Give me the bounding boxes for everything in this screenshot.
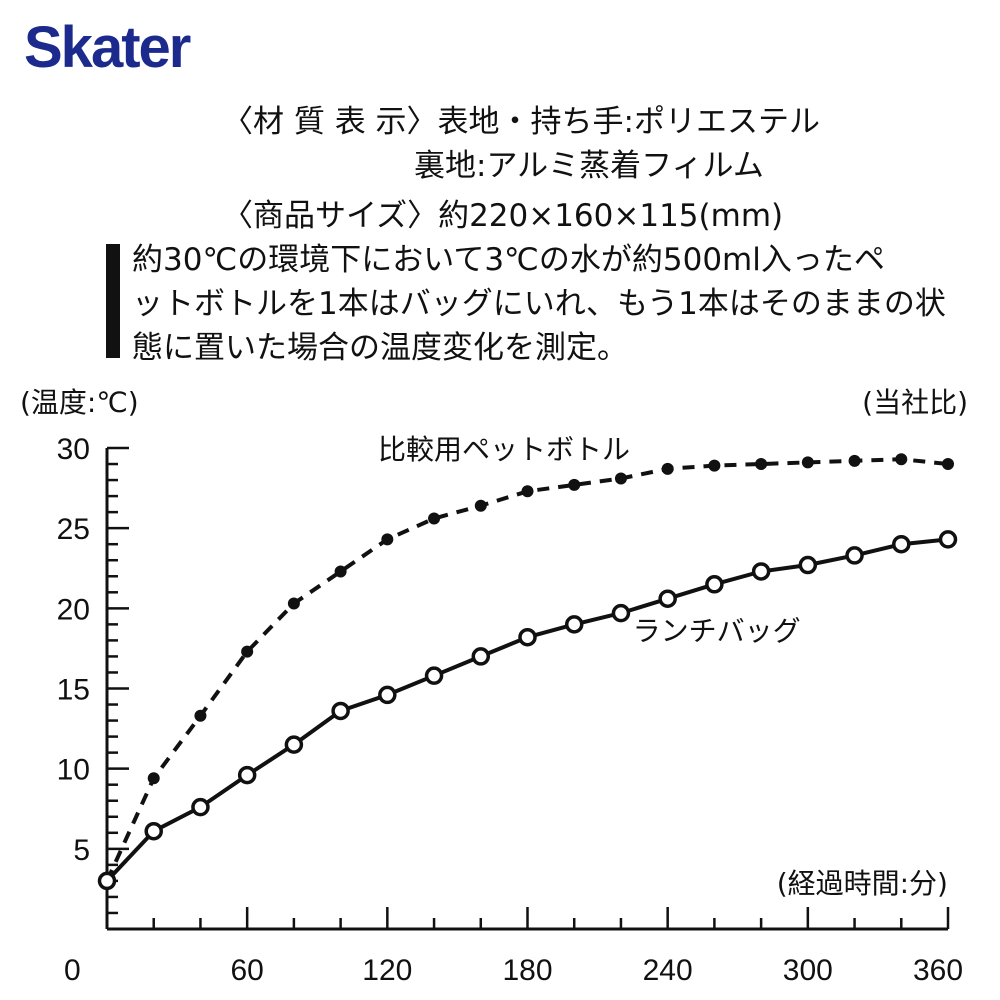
data-point [708,459,721,472]
data-point [801,456,814,469]
y-tick-label: 30 [57,433,90,466]
data-point [144,821,163,841]
data-point [334,565,347,578]
material-lining: 裏地:アルミ蒸着フィルム [414,148,764,184]
data-point [661,462,674,475]
data-point [845,546,864,565]
series-line-0 [105,457,949,882]
source-note: (当社比) [862,386,968,419]
data-point [895,453,908,466]
chart-axes [105,448,948,931]
data-point [378,685,397,705]
data-point [658,589,677,608]
x-tick-label: 300 [783,954,833,987]
chart-ticks [105,446,950,931]
data-point [287,597,300,610]
data-point [755,458,768,471]
data-point [428,512,441,525]
x-tick-label: 240 [643,954,693,987]
data-point [892,534,911,554]
y-tick-label: 5 [73,834,90,867]
data-point [798,555,818,575]
data-point [705,575,724,594]
data-point [521,485,534,498]
data-point [97,871,117,891]
y-axis-label: (温度:℃) [20,386,139,419]
data-point [751,562,771,581]
data-point [237,765,257,785]
data-point [518,627,537,647]
x-tick-label: 180 [502,954,552,987]
data-point [147,772,160,785]
data-point [284,735,304,754]
data-point [474,499,487,512]
data-point [614,472,627,485]
brand-logo: Skater [24,15,191,80]
chart-series-lines [105,457,949,883]
series-label-lunchbag: ランチバッグ [633,614,801,647]
series-line-1 [105,537,949,883]
data-point [942,458,954,471]
data-point [471,647,491,666]
data-point [564,615,584,634]
data-point [848,454,861,467]
note-line-1: 約30℃の環境下において3℃の水が約500ml入ったペ [132,242,885,278]
data-point [191,797,210,817]
material-label: 〈材 質 表 示〉表地・持ち手:ポリエステル [222,104,821,140]
data-point [611,603,631,623]
data-point [938,530,958,549]
chart-series-points [97,453,958,891]
size-label: 〈商品サイズ〉約220×160×115(mm) [222,198,784,234]
measurement-note: 約30℃の環境下において3℃の水が約500ml入ったペ ットボトルを1本はバッグ… [132,238,972,370]
y-tick-label: 15 [57,674,90,707]
y-tick-label: 10 [57,754,90,787]
data-point [241,645,254,658]
note-bar [106,244,120,358]
x-tick-label: 120 [362,954,412,987]
data-point [424,666,444,685]
x-axis-label: (経過時間:分) [777,867,948,900]
x-tick-label: 60 [230,954,263,987]
note-line-3: 態に置いた場合の温度変化を測定。 [132,330,628,366]
data-point [381,533,394,546]
x-tick-label: 0 [64,954,81,987]
data-point [331,701,350,721]
data-point [194,709,207,722]
y-tick-label: 25 [57,513,90,546]
data-point [568,478,581,491]
y-tick-label: 20 [57,593,90,626]
x-tick-label: 360 [913,954,963,987]
note-line-2: ットボトルを1本はバッグにいれ、もう1本はそのままの状 [132,286,946,322]
series-label-bottle: 比較用ペットボトル [378,433,630,466]
